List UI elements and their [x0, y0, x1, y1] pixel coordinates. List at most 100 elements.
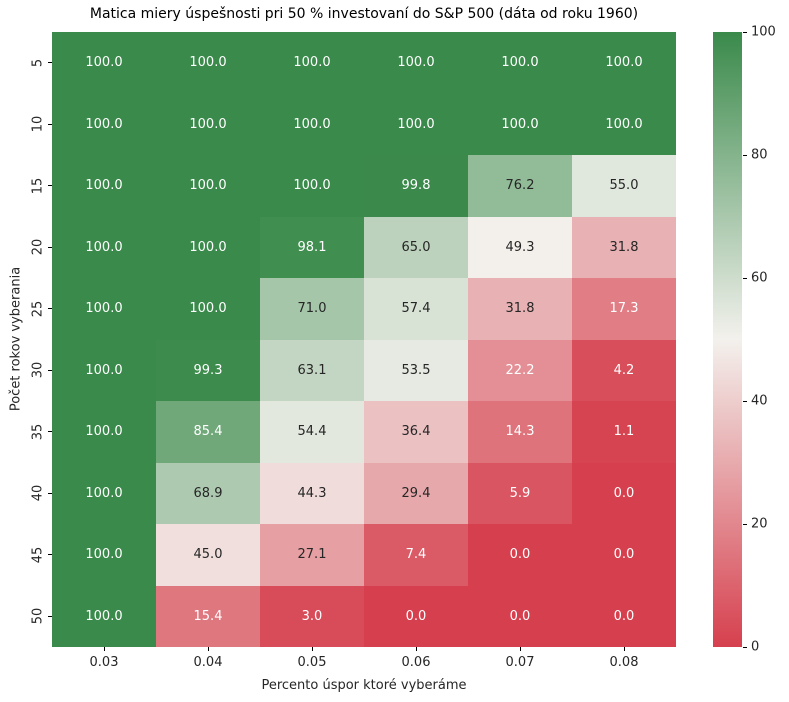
cell-annotation: 100.0 [189, 116, 227, 132]
heatmap-cell: 0.0 [468, 524, 572, 586]
heatmap-cell: 45.0 [156, 524, 260, 586]
heatmap-cell: 100.0 [260, 155, 364, 217]
x-tick-label: 0.05 [297, 655, 327, 670]
heatmap-cell: 0.0 [572, 524, 676, 586]
cell-annotation: 68.9 [193, 485, 223, 501]
cell-annotation: 100.0 [501, 116, 539, 132]
heatmap-cell: 100.0 [572, 93, 676, 155]
cell-annotation: 100.0 [85, 608, 123, 624]
heatmap-grid: 100.0 100.0 100.0 100.0 100.0 100.0 100.0 100.0… [52, 32, 676, 647]
heatmap-cell: 100.0 [52, 462, 156, 524]
heatmap-cell: 17.3 [572, 278, 676, 340]
heatmap-cell: 0.0 [468, 585, 572, 647]
y-tick-mark [48, 62, 52, 64]
cell-annotation: 100.0 [189, 239, 227, 255]
heatmap-cell: 15.4 [156, 585, 260, 647]
y-tick-mark [48, 369, 52, 371]
heatmap-cell: 100.0 [364, 32, 468, 94]
heatmap-cell: 22.2 [468, 339, 572, 401]
cell-annotation: 15.4 [193, 608, 223, 624]
cell-annotation: 100.0 [85, 301, 123, 317]
heatmap-cell: 100.0 [52, 585, 156, 647]
x-tick-mark [623, 647, 625, 651]
heatmap-cell: 100.0 [156, 32, 260, 94]
heatmap-cell: 76.2 [468, 155, 572, 217]
cell-annotation: 100.0 [293, 55, 331, 71]
heatmap-cell: 85.4 [156, 401, 260, 463]
cell-annotation: 0.0 [613, 547, 635, 563]
heatmap-cell: 0.0 [572, 462, 676, 524]
y-tick-label: 35 [30, 423, 46, 441]
heatmap-cell: 100.0 [52, 278, 156, 340]
x-tick-mark [519, 647, 521, 651]
cell-annotation: 53.5 [401, 362, 431, 378]
cell-annotation: 22.2 [505, 362, 535, 378]
y-tick-mark [48, 308, 52, 310]
y-tick-label: 25 [30, 300, 46, 318]
cell-annotation: 100.0 [85, 116, 123, 132]
heatmap-cell: 65.0 [364, 216, 468, 278]
cell-annotation: 100.0 [85, 547, 123, 563]
cell-annotation: 49.3 [505, 239, 535, 255]
colorbar-tick-label: 80 [751, 147, 768, 163]
cell-annotation: 98.1 [297, 239, 327, 255]
heatmap-cell: 55.0 [572, 155, 676, 217]
heatmap-cell: 100.0 [52, 155, 156, 217]
cell-annotation: 76.2 [505, 178, 535, 194]
colorbar-tick-mark [743, 523, 747, 525]
x-tick-mark [311, 647, 313, 651]
y-tick-mark [48, 123, 52, 125]
heatmap-cell: 36.4 [364, 401, 468, 463]
cell-annotation: 14.3 [505, 424, 535, 440]
heatmap-cell: 100.0 [468, 32, 572, 94]
cell-annotation: 100.0 [189, 301, 227, 317]
heatmap-cell: 31.8 [572, 216, 676, 278]
heatmap-cell: 99.8 [364, 155, 468, 217]
heatmap-cell: 100.0 [156, 93, 260, 155]
cell-annotation: 99.8 [401, 178, 431, 194]
heatmap-cell: 27.1 [260, 524, 364, 586]
cell-annotation: 100.0 [189, 178, 227, 194]
heatmap-cell: 99.3 [156, 339, 260, 401]
x-tick-label: 0.08 [609, 655, 639, 670]
heatmap-cell: 100.0 [156, 278, 260, 340]
colorbar-tick-mark [743, 277, 747, 279]
colorbar-tick-mark [743, 646, 747, 648]
cell-annotation: 0.0 [405, 608, 427, 624]
cell-annotation: 100.0 [293, 116, 331, 132]
cell-annotation: 27.1 [297, 547, 327, 563]
x-tick-label: 0.04 [193, 655, 223, 670]
heatmap-cell: 31.8 [468, 278, 572, 340]
cell-annotation: 57.4 [401, 301, 431, 317]
heatmap-cell: 53.5 [364, 339, 468, 401]
heatmap-cell: 14.3 [468, 401, 572, 463]
heatmap-cell: 29.4 [364, 462, 468, 524]
colorbar-gradient [713, 32, 742, 647]
x-tick-label: 0.06 [401, 655, 431, 670]
y-tick-label: 30 [30, 361, 46, 379]
cell-annotation: 36.4 [401, 424, 431, 440]
y-tick-mark [48, 431, 52, 433]
cell-annotation: 65.0 [401, 239, 431, 255]
cell-annotation: 0.0 [613, 608, 635, 624]
heatmap-cell: 0.0 [364, 585, 468, 647]
cell-annotation: 100.0 [85, 239, 123, 255]
colorbar-tick-label: 40 [751, 393, 768, 409]
heatmap-cell: 57.4 [364, 278, 468, 340]
cell-annotation: 1.1 [613, 424, 635, 440]
cell-annotation: 4.2 [613, 362, 635, 378]
cell-annotation: 17.3 [609, 301, 639, 317]
heatmap-cell: 4.2 [572, 339, 676, 401]
heatmap-cell: 100.0 [260, 32, 364, 94]
cell-annotation: 100.0 [501, 55, 539, 71]
cell-annotation: 5.9 [509, 485, 531, 501]
cell-annotation: 100.0 [293, 178, 331, 194]
y-tick-mark [48, 246, 52, 248]
cell-annotation: 31.8 [609, 239, 639, 255]
y-tick-mark [48, 492, 52, 494]
cell-annotation: 55.0 [609, 178, 639, 194]
heatmap-cell: 100.0 [156, 155, 260, 217]
cell-annotation: 100.0 [85, 55, 123, 71]
cell-annotation: 100.0 [85, 424, 123, 440]
